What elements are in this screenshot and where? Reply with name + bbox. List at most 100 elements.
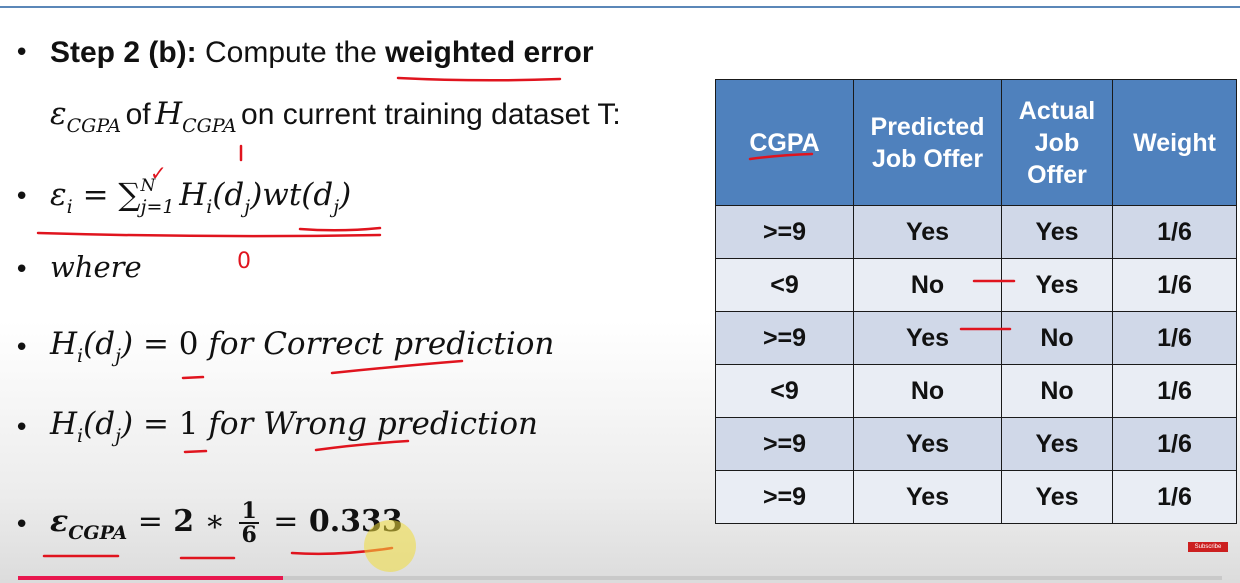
formula-arg-close: ) (250, 177, 263, 213)
table-row: <9 No Yes 1/6 (715, 258, 1237, 312)
result-two: 2 (173, 504, 195, 539)
formula-epsilon-sub: i (66, 196, 73, 218)
table-row: >=9 Yes No 1/6 (715, 311, 1237, 365)
result-epsilon: ε (50, 504, 69, 539)
h-subscript: CGPA (182, 115, 237, 137)
result-equals-2: = (273, 504, 299, 539)
cell-predicted: Yes (853, 311, 1002, 365)
cell-weight: 1/6 (1112, 258, 1237, 312)
cell-predicted: Yes (853, 417, 1002, 471)
correct-arg-sub: j (115, 345, 121, 367)
top-rule (0, 6, 1240, 8)
correct-arg-close: ) (120, 326, 134, 362)
epsilon-symbol: ε (50, 96, 67, 132)
pointer-highlight (364, 520, 416, 572)
weighted-error-term: weighted error (385, 36, 594, 69)
cell-actual: Yes (1001, 470, 1113, 524)
formula-weight-sub: j (333, 196, 340, 218)
slide-bullets: • Step 2 (b): Compute the weighted error… (14, 36, 621, 546)
cell-cgpa: >=9 (715, 205, 854, 259)
formula-weight-close: ) (339, 177, 352, 213)
formula-equals: = (82, 177, 109, 213)
step-label: Step 2 (b): (50, 36, 197, 69)
cell-actual: Yes (1001, 258, 1113, 312)
table-row: >=9 Yes Yes 1/6 (715, 205, 1237, 259)
wrong-arg-sub: j (115, 425, 121, 447)
dataset-table-wrap: CGPA Predicted Job Offer Actual Job Offe… (715, 79, 1237, 524)
cell-cgpa: <9 (715, 364, 854, 418)
step-text: Compute the (205, 36, 377, 69)
correct-prediction-line: Hi(dj) = 0 for Correct prediction (50, 326, 554, 367)
header-cgpa: CGPA (715, 79, 854, 206)
cell-weight: 1/6 (1112, 417, 1237, 471)
correct-h: H (50, 326, 78, 362)
result-epsilon-sub: CGPA (68, 522, 128, 544)
correct-h-sub: i (77, 345, 84, 367)
wrong-prediction-line: Hi(dj) = 1 for Wrong prediction (50, 406, 538, 447)
cell-weight: 1/6 (1112, 205, 1237, 259)
sum-lower-limit: j=1 (140, 196, 175, 218)
epsilon-definition-line: εCGPA of HCGPA on current training datas… (50, 96, 621, 137)
header-predicted: Predicted Job Offer (853, 79, 1002, 206)
correct-value: 0 (178, 326, 199, 362)
result-equals: = (137, 504, 163, 539)
h-symbol: H (155, 96, 183, 132)
subscribe-badge[interactable]: Subscribe (1188, 542, 1228, 552)
cell-predicted: Yes (853, 205, 1002, 259)
cell-weight: 1/6 (1112, 364, 1237, 418)
correct-arg: (d (83, 326, 116, 362)
wrong-arg-close: ) (120, 406, 134, 442)
formula-epsilon: ε (50, 177, 67, 213)
video-progress-fill (18, 576, 283, 580)
sum-symbol: ∑ (118, 177, 141, 213)
correct-equals: = (142, 326, 169, 362)
formula-weight: wt(d (262, 177, 334, 213)
correct-text: for Correct prediction (208, 326, 555, 362)
header-actual: Actual Job Offer (1001, 79, 1113, 206)
fraction-numerator: 1 (239, 498, 259, 524)
cell-cgpa: >=9 (715, 417, 854, 471)
where-text: where (50, 250, 142, 284)
cell-weight: 1/6 (1112, 311, 1237, 365)
cell-cgpa: <9 (715, 258, 854, 312)
bullet-dot: • (14, 333, 30, 363)
cell-predicted: No (853, 364, 1002, 418)
bullet-dot: • (14, 413, 30, 443)
dataset-table: CGPA Predicted Job Offer Actual Job Offe… (715, 79, 1237, 524)
cell-cgpa: >=9 (715, 311, 854, 365)
bullet-dot: • (14, 255, 30, 285)
bullet-dot: • (14, 38, 30, 68)
wrong-h-sub: i (77, 425, 84, 447)
video-progress-track[interactable] (18, 576, 1222, 580)
table-row: >=9 Yes Yes 1/6 (715, 417, 1237, 471)
cell-predicted: Yes (853, 470, 1002, 524)
formula-h-sub: i (206, 196, 213, 218)
table-row: >=9 Yes Yes 1/6 (715, 470, 1237, 524)
cell-weight: 1/6 (1112, 470, 1237, 524)
fraction-denominator: 6 (241, 522, 257, 548)
wrong-arg: (d (83, 406, 116, 442)
table-row: <9 No No 1/6 (715, 364, 1237, 418)
cell-predicted: No (853, 258, 1002, 312)
formula-h: H (179, 177, 207, 213)
result-times: ∗ (204, 504, 226, 539)
cell-actual: No (1001, 311, 1113, 365)
header-weight: Weight (1112, 79, 1237, 206)
dataset-text: on current training dataset T: (241, 98, 621, 131)
step-line: Step 2 (b): Compute the weighted error (50, 36, 594, 70)
cell-cgpa: >=9 (715, 470, 854, 524)
sum-upper-limit: N (140, 176, 156, 196)
table-header-row: CGPA Predicted Job Offer Actual Job Offe… (715, 79, 1237, 206)
error-formula: εi = ∑j=1N Hi(dj)wt(dj) (50, 176, 351, 218)
formula-arg: (d (212, 177, 245, 213)
wrong-equals: = (142, 406, 169, 442)
wrong-text: for Wrong prediction (208, 406, 538, 442)
formula-arg-sub: j (244, 196, 251, 218)
wrong-value: 1 (178, 406, 199, 442)
cell-actual: No (1001, 364, 1113, 418)
cell-actual: Yes (1001, 417, 1113, 471)
epsilon-subscript: CGPA (66, 115, 122, 137)
wrong-h: H (50, 406, 78, 442)
